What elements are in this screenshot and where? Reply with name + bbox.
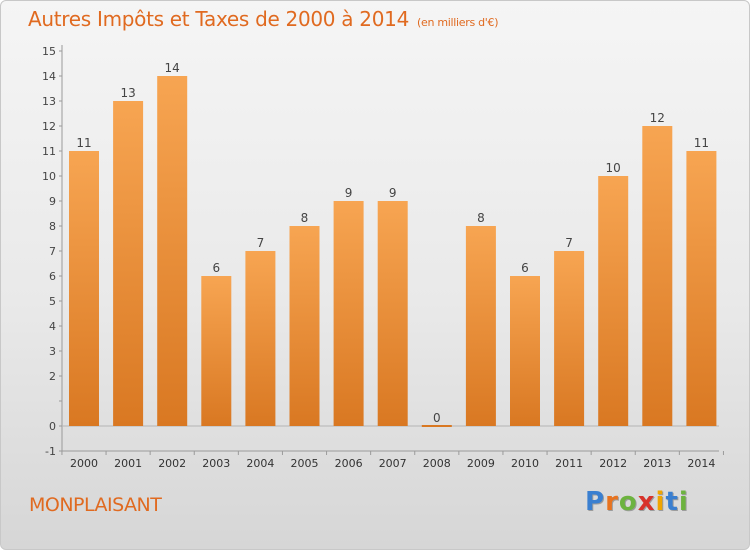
- y-tick-label: 12: [42, 120, 56, 133]
- bar-data-label: 11: [694, 136, 709, 150]
- y-tick-label: 3: [49, 345, 56, 358]
- bar: [421, 425, 452, 427]
- bar: [598, 176, 629, 426]
- x-tick-label: 2014: [687, 457, 715, 470]
- bar-data-label: 12: [650, 111, 665, 125]
- y-tick-label: 13: [42, 95, 56, 108]
- bar: [510, 276, 540, 426]
- x-tick-label: 2008: [423, 457, 451, 470]
- bar-data-label: 9: [389, 186, 397, 200]
- x-tick-label: 2002: [158, 457, 186, 470]
- logo-letter: o: [618, 487, 638, 517]
- y-tick-label: 6: [49, 270, 56, 283]
- bar: [465, 226, 496, 426]
- y-tick-label: 4: [49, 320, 56, 333]
- bar: [69, 151, 99, 426]
- bar-data-label: 0: [433, 411, 441, 425]
- x-tick-label: 2013: [643, 457, 671, 470]
- logo-letter: t: [665, 487, 679, 517]
- x-tick-label: 2012: [599, 457, 627, 470]
- bar: [201, 276, 232, 426]
- bar-data-label: 10: [606, 161, 621, 175]
- bar-data-label: 8: [301, 211, 309, 225]
- y-tick-label: 11: [42, 145, 56, 158]
- commune-name: MONPLAISANT: [29, 494, 162, 516]
- bar-data-label: 7: [565, 236, 573, 250]
- logo-letter: P: [585, 487, 606, 517]
- bar-data-label: 11: [76, 136, 91, 150]
- bar: [686, 151, 717, 426]
- y-tick-label: 10: [42, 170, 56, 183]
- logo-letter: i: [678, 487, 689, 517]
- bar: [157, 76, 188, 426]
- x-tick-label: 2006: [335, 457, 363, 470]
- bar: [377, 201, 408, 426]
- x-tick-label: 2000: [70, 457, 98, 470]
- x-tick-label: 2011: [555, 457, 583, 470]
- bar-data-label: 13: [120, 86, 135, 100]
- chart-title: Autres Impôts et Taxes de 2000 à 2014 (en…: [28, 7, 498, 31]
- logo-letter: r: [605, 487, 619, 517]
- title-text: Autres Impôts et Taxes de 2000 à 2014: [28, 7, 409, 31]
- bar: [245, 251, 276, 426]
- bar-data-label: 14: [165, 61, 180, 75]
- y-tick-label: -1: [45, 445, 56, 458]
- x-tick-label: 2004: [246, 457, 274, 470]
- x-tick-label: 2009: [467, 457, 495, 470]
- bar: [289, 226, 320, 426]
- y-tick-label: 14: [42, 70, 56, 83]
- bar: [333, 201, 364, 426]
- unit-note: (en milliers d'€): [417, 16, 499, 29]
- bar: [642, 126, 673, 426]
- x-tick-label: 2005: [291, 457, 319, 470]
- x-tick-label: 2001: [114, 457, 142, 470]
- bar-data-label: 8: [477, 211, 485, 225]
- bar-data-label: 6: [212, 261, 220, 275]
- logo-letter: i: [655, 487, 666, 517]
- logo-letter: x: [637, 487, 656, 517]
- y-tick-label: 15: [42, 45, 56, 58]
- x-tick-label: 2003: [202, 457, 230, 470]
- y-tick-label: 9: [49, 195, 56, 208]
- bar: [113, 101, 144, 426]
- proxiti-logo: Proxiti: [585, 487, 689, 517]
- y-tick-label: 7: [49, 245, 56, 258]
- bar-data-label: 9: [345, 186, 353, 200]
- y-tick-label: 8: [49, 220, 56, 233]
- y-tick-label: 2: [49, 370, 56, 383]
- x-tick-label: 2007: [379, 457, 407, 470]
- bar-data-label: 6: [521, 261, 529, 275]
- y-tick-label: 5: [49, 295, 56, 308]
- y-tick-label: 0: [49, 420, 56, 433]
- bar: [554, 251, 585, 426]
- x-tick-label: 2010: [511, 457, 539, 470]
- bar-data-label: 7: [257, 236, 265, 250]
